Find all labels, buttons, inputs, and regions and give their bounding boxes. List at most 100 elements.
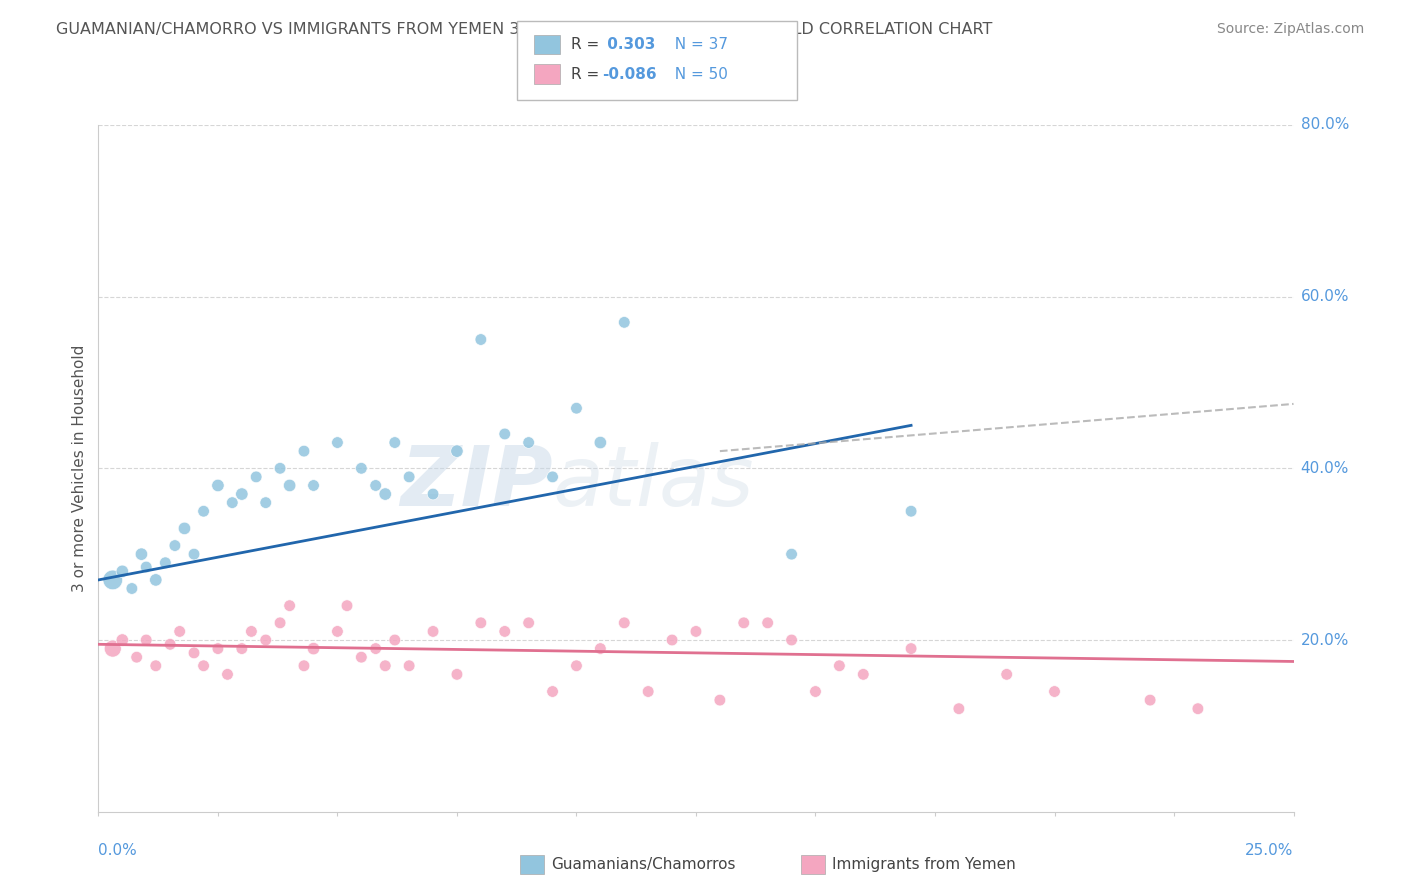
Text: GUAMANIAN/CHAMORRO VS IMMIGRANTS FROM YEMEN 3 OR MORE VEHICLES IN HOUSEHOLD CORR: GUAMANIAN/CHAMORRO VS IMMIGRANTS FROM YE… [56, 22, 993, 37]
Point [350, 461, 373, 475]
Point [193, 504, 215, 518]
Point [254, 495, 277, 509]
Point [852, 667, 875, 681]
Text: 0.0%: 0.0% [98, 843, 138, 858]
Point [613, 615, 636, 630]
Point [326, 624, 349, 639]
Point [780, 633, 803, 648]
Point [364, 478, 387, 492]
Point [217, 667, 239, 681]
Point [900, 504, 922, 518]
Point [240, 624, 263, 639]
Point [1187, 701, 1209, 715]
Point [422, 624, 444, 639]
Point [221, 495, 243, 509]
Point [661, 633, 683, 648]
Point [278, 599, 301, 613]
Point [613, 315, 636, 329]
Point [470, 333, 492, 347]
Y-axis label: 3 or more Vehicles in Household: 3 or more Vehicles in Household [72, 344, 87, 592]
Text: R =: R = [571, 37, 605, 52]
Point [350, 650, 373, 665]
Text: Source: ZipAtlas.com: Source: ZipAtlas.com [1216, 22, 1364, 37]
Point [183, 646, 205, 660]
Text: 20.0%: 20.0% [1301, 632, 1348, 648]
Point [422, 487, 444, 501]
Point [637, 684, 659, 698]
Point [336, 599, 359, 613]
Point [517, 615, 540, 630]
Point [292, 444, 315, 458]
Point [207, 478, 229, 492]
Point [374, 487, 396, 501]
Point [494, 426, 516, 441]
Point [364, 641, 387, 656]
Point [163, 539, 186, 553]
Point [231, 487, 253, 501]
Point [101, 641, 124, 656]
Point [541, 470, 564, 484]
Text: R =: R = [571, 67, 605, 81]
Point [900, 641, 922, 656]
Point [470, 615, 492, 630]
Text: -0.086: -0.086 [602, 67, 657, 81]
Point [135, 560, 157, 574]
Point [254, 633, 277, 648]
Point [207, 641, 229, 656]
Point [589, 435, 612, 450]
Text: Immigrants from Yemen: Immigrants from Yemen [832, 857, 1017, 871]
Point [131, 547, 153, 561]
Point [125, 650, 148, 665]
Point [173, 521, 195, 535]
Point [135, 633, 157, 648]
Point [278, 478, 301, 492]
Point [145, 658, 167, 673]
Point [494, 624, 516, 639]
Text: 25.0%: 25.0% [1246, 843, 1294, 858]
Point [756, 615, 779, 630]
Text: 0.303: 0.303 [602, 37, 655, 52]
Text: atlas: atlas [553, 442, 754, 523]
Point [269, 615, 291, 630]
Point [231, 641, 253, 656]
Point [995, 667, 1018, 681]
Point [780, 547, 803, 561]
Text: Guamanians/Chamorros: Guamanians/Chamorros [551, 857, 735, 871]
Point [1139, 693, 1161, 707]
Point [446, 444, 468, 458]
Point [159, 637, 181, 651]
Text: 60.0%: 60.0% [1301, 289, 1348, 304]
Point [245, 470, 267, 484]
Point [541, 684, 564, 698]
Point [828, 658, 851, 673]
Point [948, 701, 970, 715]
Point [111, 633, 134, 648]
Point [804, 684, 827, 698]
Point [374, 658, 396, 673]
Point [446, 667, 468, 681]
Point [101, 573, 124, 587]
Point [326, 435, 349, 450]
Point [183, 547, 205, 561]
Point [565, 658, 588, 673]
Point [398, 658, 420, 673]
Point [589, 641, 612, 656]
Point [709, 693, 731, 707]
Point [145, 573, 167, 587]
Point [193, 658, 215, 673]
Point [565, 401, 588, 416]
Point [121, 582, 143, 596]
Point [302, 641, 325, 656]
Text: N = 50: N = 50 [665, 67, 728, 81]
Point [111, 564, 134, 578]
Point [384, 633, 406, 648]
Point [398, 470, 420, 484]
Point [517, 435, 540, 450]
Point [269, 461, 291, 475]
Point [384, 435, 406, 450]
Point [155, 556, 177, 570]
Point [302, 478, 325, 492]
Text: 40.0%: 40.0% [1301, 461, 1348, 475]
Point [733, 615, 755, 630]
Point [292, 658, 315, 673]
